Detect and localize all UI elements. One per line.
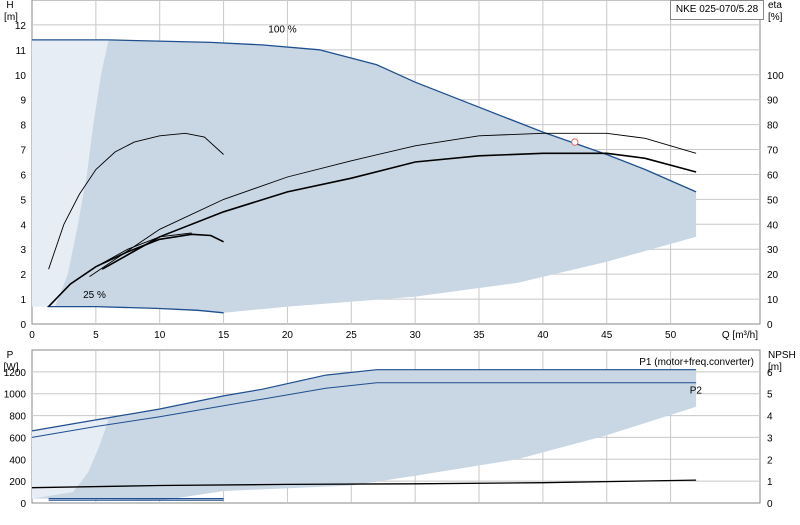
x-tick-label: 25 [346, 330, 358, 341]
x-tick-label: 35 [473, 330, 485, 341]
head-y2-label: eta [768, 0, 782, 11]
head-y-tick-label: 12 [15, 21, 27, 32]
head-y-tick-label: 3 [20, 245, 26, 256]
head-y-tick-label: 2 [20, 270, 26, 281]
head-y-tick-label: 11 [16, 46, 27, 57]
head-series-head_25 [47, 305, 224, 314]
head-series-eta_misc_25 [48, 232, 192, 307]
head-y-tick-label: 7 [20, 146, 26, 157]
head-y2-tick-label: 0 [767, 320, 773, 331]
x-tick-label: 5 [93, 330, 99, 341]
x-tick-label: 45 [601, 330, 613, 341]
power-y2-tick-label: 2 [767, 455, 773, 466]
head-y2-tick-label: 70 [767, 146, 779, 157]
power-series-p2 [31, 382, 697, 438]
head-series-eta_pump_100 [89, 132, 697, 277]
power-y2-tick-label: 5 [767, 390, 773, 401]
head-y2-tick-label: 80 [767, 121, 779, 132]
head-y2-tick-label: 100 [767, 71, 784, 82]
x-tick-label: 40 [537, 330, 549, 341]
speed-25-label: 25 % [83, 290, 106, 301]
p1-series-label: P1 (motor+freq.converter) [639, 357, 754, 368]
head-y-label: H [6, 0, 13, 11]
head-y-tick-label: 10 [15, 71, 27, 82]
power-y-tick-label: 800 [9, 412, 26, 423]
head-series-eta_pump_25 [48, 132, 224, 270]
power-y2-tick-label: 0 [767, 499, 773, 510]
head-y-tick-label: 9 [20, 96, 26, 107]
head-series-head_100 [32, 39, 697, 193]
power-y2-tick-label: 4 [767, 412, 773, 423]
head-y2-tick-label: 20 [767, 270, 779, 281]
p2-series-label: P2 [690, 385, 703, 396]
head-y2-unit: [%] [768, 12, 783, 23]
head-y-tick-label: 0 [20, 320, 26, 331]
power-series-p1 [31, 369, 697, 432]
power-y-label: P [7, 350, 14, 361]
head-y2-tick-label: 90 [767, 96, 779, 107]
x-tick-label: 50 [665, 330, 677, 341]
power-y-tick-label: 0 [20, 499, 26, 510]
power-series-npsh [31, 479, 697, 489]
power-y2-unit: [m] [768, 362, 782, 373]
power-light-area [32, 419, 109, 499]
head-operating-area [32, 39, 697, 313]
duty-point-marker [571, 138, 579, 146]
power-y-tick-label: 1000 [4, 390, 27, 401]
speed-100-label: 100 % [268, 24, 296, 35]
x-tick-label: 20 [282, 330, 294, 341]
head-y-tick-label: 4 [20, 220, 26, 231]
head-y2-tick-label: 30 [767, 245, 779, 256]
power-operating-area [32, 369, 697, 501]
power-y-tick-label: 1200 [4, 368, 27, 379]
power-y-unit: [W] [4, 362, 19, 373]
head-light-area [32, 39, 109, 307]
x-tick-label: 0 [29, 330, 35, 341]
head-panel [31, 0, 761, 325]
head-y-tick-label: 6 [20, 170, 26, 181]
head-y-tick-label: 8 [20, 121, 26, 132]
power-y2-tick-label: 3 [767, 433, 773, 444]
power-y2-tick-label: 1 [767, 477, 773, 488]
power-panel [31, 349, 761, 504]
head-y-unit: [m] [4, 12, 18, 23]
model-label: NKE 025-070/5.28 [670, 0, 764, 20]
power-y-tick-label: 400 [9, 455, 26, 466]
head-y-tick-label: 1 [20, 295, 26, 306]
power-y2-tick-label: 6 [767, 368, 773, 379]
x-axis-label: Q [m³/h] [722, 330, 758, 341]
power-y-tick-label: 600 [9, 433, 26, 444]
x-tick-label: 15 [218, 330, 230, 341]
x-tick-label: 10 [154, 330, 166, 341]
head-y-tick-label: 5 [20, 195, 26, 206]
x-tick-label: 30 [410, 330, 422, 341]
power-y2-label: NPSH [768, 350, 796, 361]
power-y-tick-label: 200 [9, 477, 26, 488]
head-y2-tick-label: 40 [767, 220, 779, 231]
head-y2-tick-label: 60 [767, 170, 779, 181]
head-series-eta_total_100 [101, 152, 697, 270]
head-y2-tick-label: 10 [767, 295, 779, 306]
head-y2-tick-label: 50 [767, 195, 779, 206]
